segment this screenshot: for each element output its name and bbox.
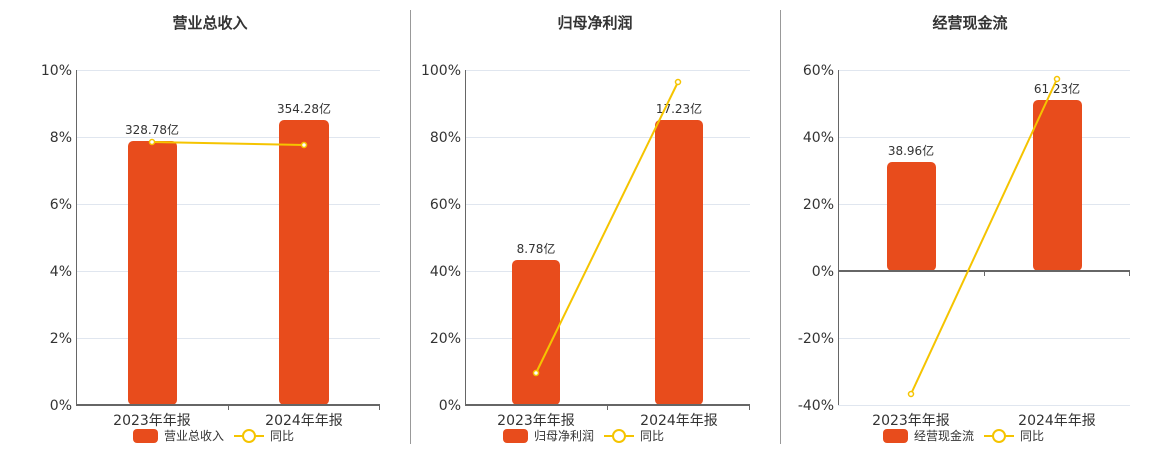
y-tick: -20% — [798, 331, 834, 347]
yoy-line — [910, 78, 1058, 395]
y-tick: 20% — [430, 331, 461, 347]
x-axis-labels: 2023年年报 2024年年报 — [872, 413, 1096, 429]
yoy-point[interactable] — [148, 138, 156, 146]
y-tick: 40% — [803, 130, 834, 146]
legend-line-label[interactable]: 同比 — [640, 429, 665, 443]
bar-label: 328.78亿 — [125, 122, 179, 137]
yoy-point[interactable] — [300, 141, 308, 149]
legend-bar-swatch[interactable] — [133, 428, 158, 443]
bar-2023[interactable] — [512, 260, 560, 405]
y-axis-ticks: 10% 8% 6% 4% 2% 0% — [41, 63, 72, 414]
bar-2023[interactable] — [128, 141, 177, 405]
chart-panel-net-profit: 归母净利润 100% 80% 60% 40% 20% 0% 8.78亿 17.2… — [410, 0, 780, 450]
y-tick: 60% — [430, 197, 461, 213]
y-axis-ticks: 60% 40% 20% 0% -20% -40% — [798, 63, 834, 414]
legend-line-label[interactable]: 同比 — [1020, 429, 1045, 443]
chart-title: 营业总收入 — [172, 14, 248, 32]
bar-2024[interactable] — [1033, 100, 1082, 271]
legend-line-icon[interactable] — [604, 428, 635, 443]
bar-2024[interactable] — [279, 120, 329, 405]
y-tick: 100% — [421, 63, 461, 79]
chart-legend: 营业总收入 同比 — [133, 427, 294, 444]
panel-divider — [780, 10, 781, 444]
x-label: 2023年年报 — [497, 413, 575, 429]
chart-plot: 60% 40% 20% 0% -20% -40% 38.96亿 61.23亿 2… — [798, 63, 1130, 429]
chart-panel-revenue: 营业总收入 10% 8% 6% 4% 2% 0% 328.78亿 354.28亿 — [0, 0, 410, 450]
y-tick: 6% — [50, 197, 72, 213]
chart-plot: 10% 8% 6% 4% 2% 0% 328.78亿 354.28亿 2023年… — [41, 63, 380, 429]
y-tick: 10% — [41, 63, 72, 79]
chart-legend: 经营现金流 同比 — [883, 427, 1044, 444]
yoy-point[interactable] — [532, 369, 540, 377]
bar-label: 38.96亿 — [888, 143, 934, 158]
y-tick: 2% — [50, 331, 72, 347]
x-axis-labels: 2023年年报 2024年年报 — [497, 413, 718, 429]
y-tick: 60% — [803, 63, 834, 79]
y-axis-ticks: 100% 80% 60% 40% 20% 0% — [421, 63, 461, 414]
yoy-point[interactable] — [1053, 75, 1061, 83]
bar-label: 354.28亿 — [277, 101, 331, 116]
chart-title: 归母净利润 — [557, 14, 633, 32]
chart-plot: 100% 80% 60% 40% 20% 0% 8.78亿 17.23亿 202… — [421, 63, 750, 429]
y-tick: 0% — [50, 398, 72, 414]
y-tick: 20% — [803, 197, 834, 213]
legend-bar-swatch[interactable] — [503, 428, 528, 443]
y-tick: 40% — [430, 264, 461, 280]
x-label: 2023年年报 — [113, 413, 191, 429]
yoy-point[interactable] — [674, 78, 682, 86]
x-label: 2024年年报 — [265, 413, 343, 429]
grid-lines — [465, 70, 750, 339]
legend-line-icon[interactable] — [984, 428, 1015, 443]
bar-labels: 328.78亿 354.28亿 — [125, 101, 331, 137]
y-tick: 80% — [430, 130, 461, 146]
grid-lines — [76, 70, 380, 339]
x-label: 2024年年报 — [640, 413, 718, 429]
x-label: 2023年年报 — [872, 413, 950, 429]
legend-bar-swatch[interactable] — [883, 428, 908, 443]
legend-bar-label[interactable]: 营业总收入 — [164, 429, 225, 443]
bar-labels: 38.96亿 61.23亿 — [888, 81, 1080, 158]
bar-2023[interactable] — [887, 162, 936, 271]
yoy-point[interactable] — [907, 390, 915, 398]
y-tick: 8% — [50, 130, 72, 146]
chart-title: 经营现金流 — [932, 14, 1008, 32]
bar-2024[interactable] — [655, 120, 703, 405]
chart-legend: 归母净利润 同比 — [503, 427, 664, 444]
x-axis-labels: 2023年年报 2024年年报 — [113, 413, 343, 429]
yoy-line — [535, 81, 679, 374]
legend-line-icon[interactable] — [234, 428, 265, 443]
y-tick: -40% — [798, 398, 834, 414]
bar-label: 8.78亿 — [517, 241, 556, 256]
panel-divider — [410, 10, 411, 444]
legend-line-label[interactable]: 同比 — [270, 429, 295, 443]
chart-panel-operating-cashflow: 经营现金流 60% 40% 20% 0% -20% -40% 38.96亿 61… — [780, 0, 1160, 450]
y-tick: 4% — [50, 264, 72, 280]
yoy-line — [151, 141, 305, 146]
bar-label: 61.23亿 — [1034, 81, 1080, 96]
legend-bar-label[interactable]: 归母净利润 — [534, 429, 595, 443]
y-tick: 0% — [812, 264, 834, 280]
x-label: 2024年年报 — [1018, 413, 1096, 429]
legend-bar-label[interactable]: 经营现金流 — [914, 429, 975, 443]
y-tick: 0% — [439, 398, 461, 414]
